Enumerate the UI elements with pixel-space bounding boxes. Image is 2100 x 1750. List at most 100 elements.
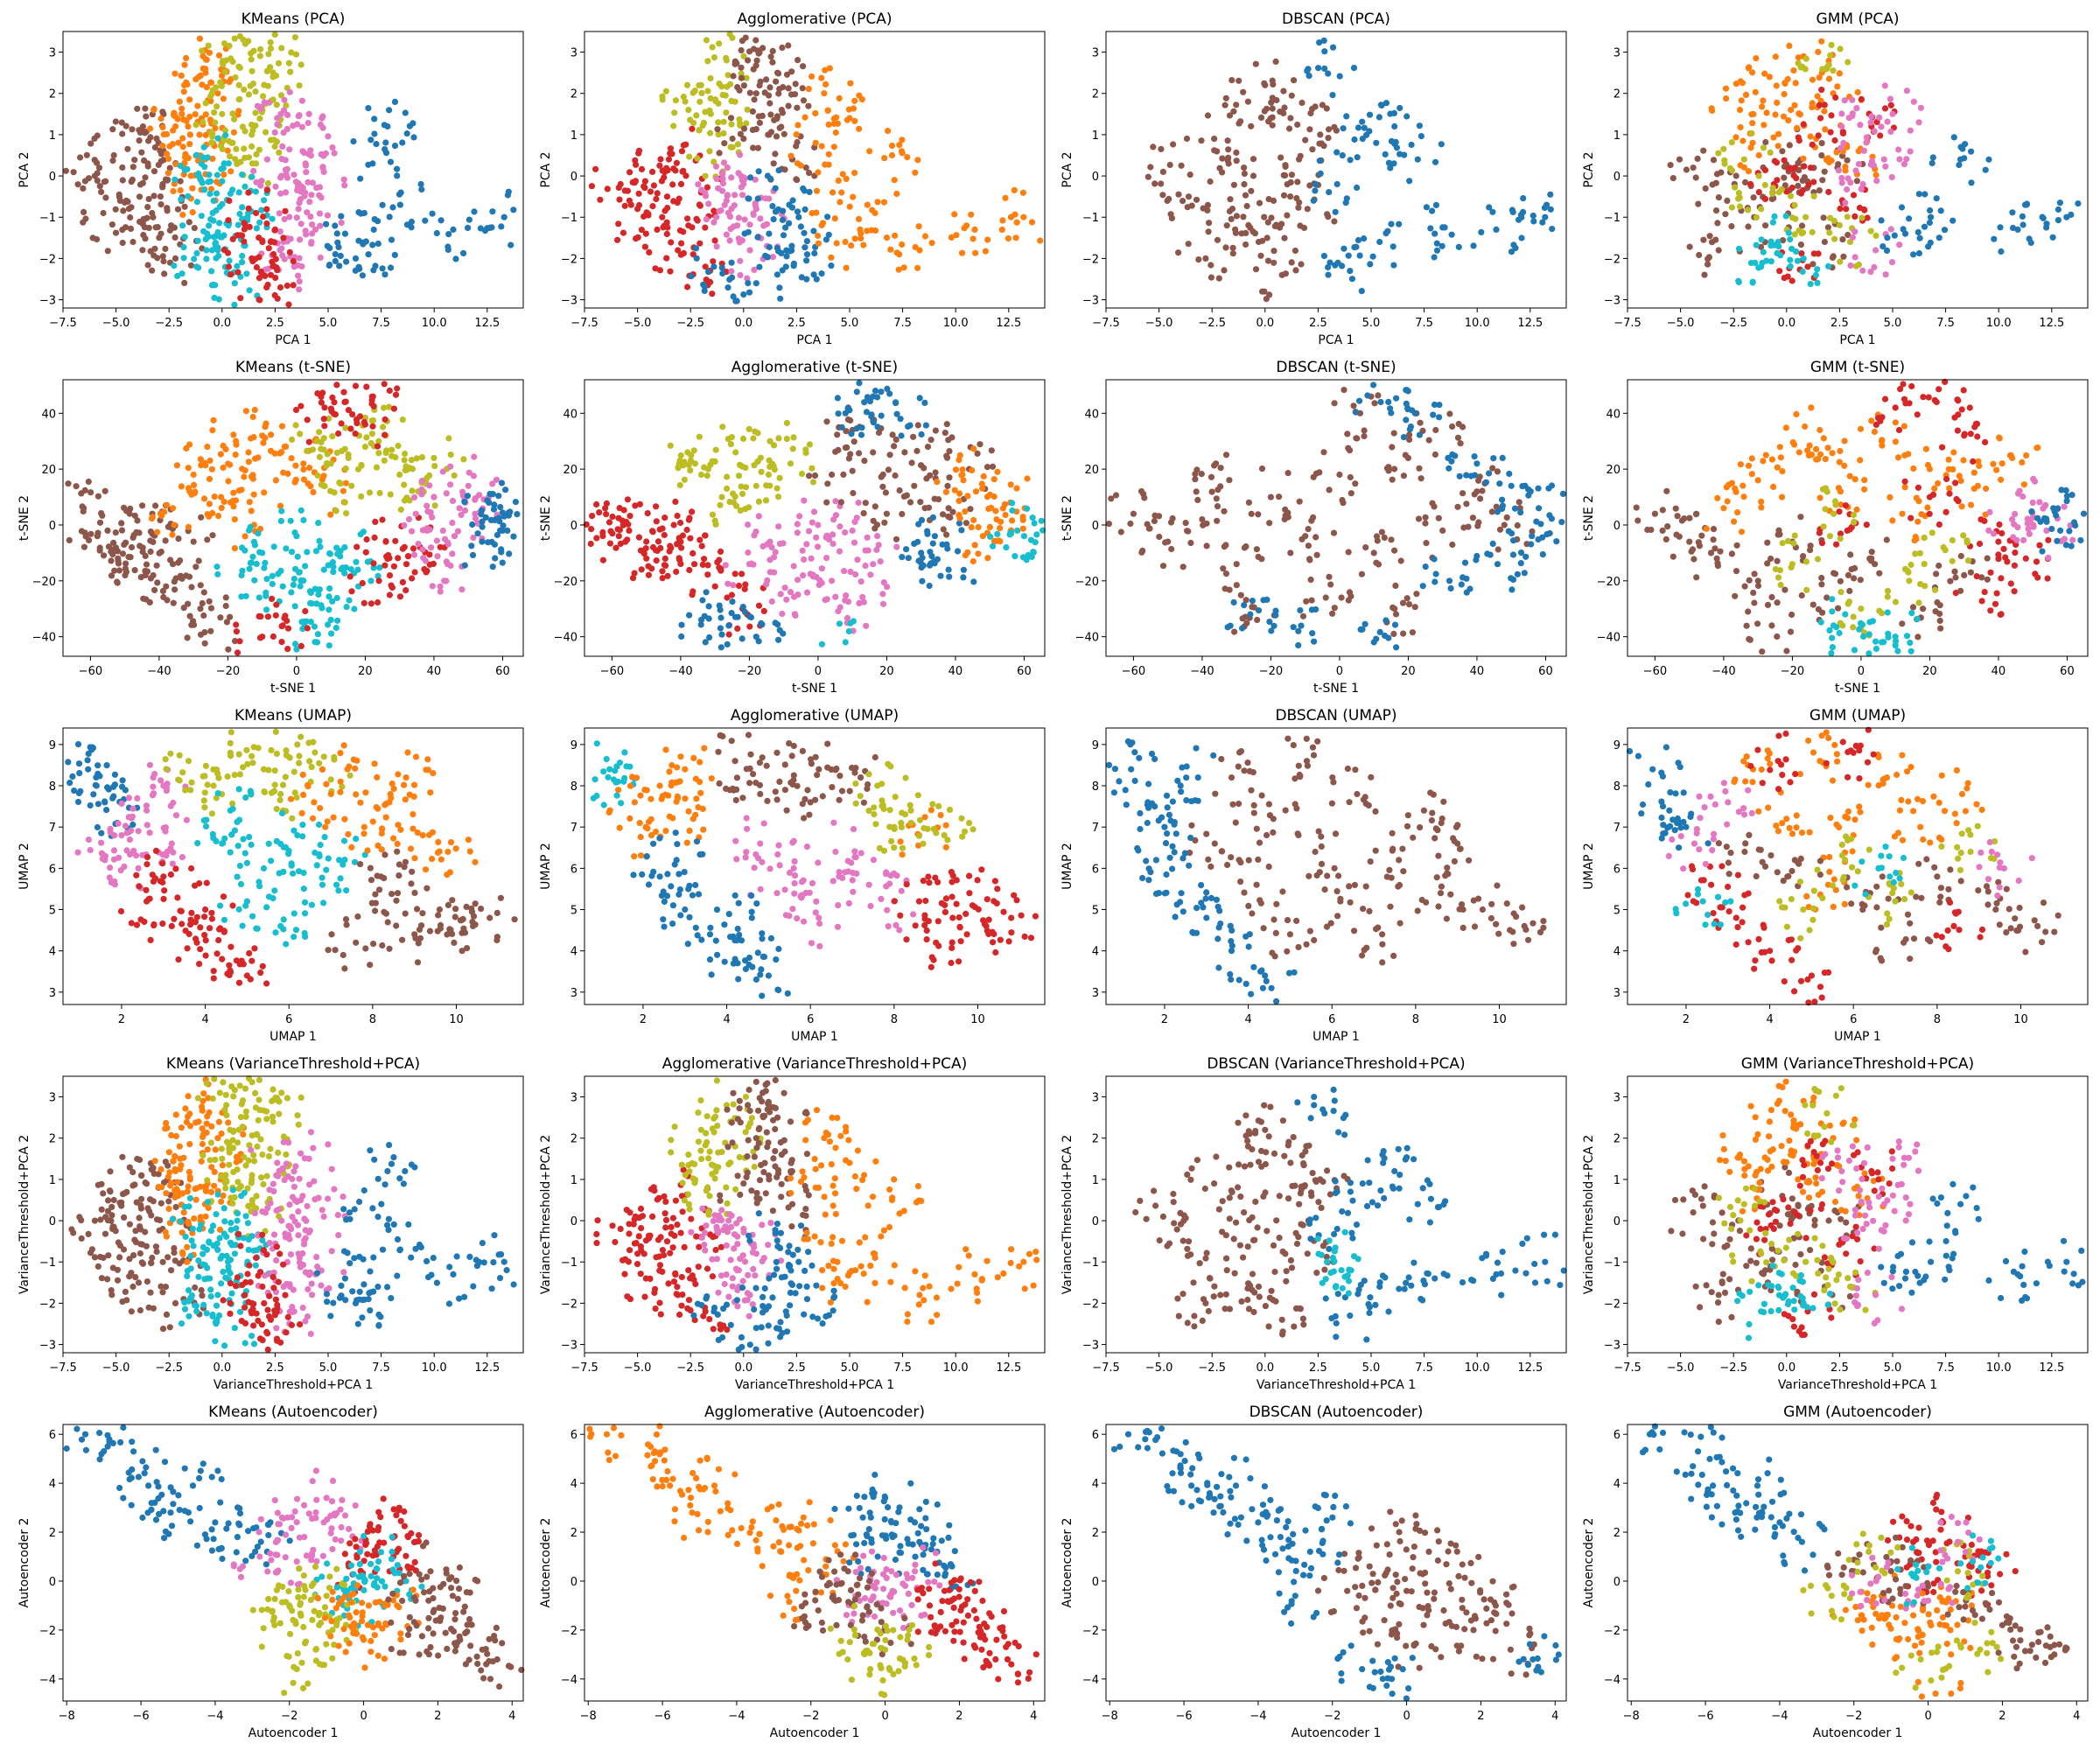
scatter-point (1276, 494, 1283, 500)
scatter-point (1387, 164, 1394, 172)
scatter-point (220, 160, 228, 167)
scatter-point (710, 219, 718, 226)
scatter-point (1460, 490, 1466, 497)
x-tick-label: −5.0 (1667, 317, 1695, 330)
scatter-point (157, 193, 164, 200)
scatter-point (1894, 648, 1901, 654)
scatter-point (280, 234, 287, 242)
y-tick-label: −20 (32, 576, 56, 589)
scatter-point (115, 560, 122, 567)
scatter-point (1230, 181, 1237, 188)
scatter-point (1463, 500, 1470, 508)
scatter-point (1511, 505, 1519, 512)
scatter-point (1330, 529, 1338, 536)
scatter-point (1213, 495, 1220, 502)
scatter-point (1908, 514, 1914, 522)
scatter-point (1821, 238, 1828, 246)
scatter-point (164, 597, 171, 604)
scatter-point (696, 536, 704, 543)
scatter-point (830, 189, 836, 196)
scatter-point (1983, 485, 1990, 493)
scatter-point (904, 154, 911, 161)
y-tick-label: −1 (1082, 212, 1099, 225)
scatter-point (209, 532, 216, 539)
scatter-point (406, 497, 413, 504)
scatter-point (1814, 93, 1821, 100)
scatter-point (874, 199, 881, 206)
scatter-point (136, 542, 144, 550)
scatter-point (402, 450, 409, 458)
scatter-point (1280, 88, 1287, 94)
scatter-point (1909, 604, 1917, 611)
scatter-point (203, 84, 210, 91)
scatter-point (200, 495, 208, 502)
scatter-point (1032, 539, 1039, 546)
scatter-point (1019, 525, 1026, 532)
scatter-point (1883, 536, 1890, 543)
scatter-point (306, 199, 313, 206)
scatter-point (1788, 277, 1796, 284)
scatter-point (801, 187, 808, 194)
scatter-point (352, 255, 360, 262)
scatter-point (1306, 126, 1313, 133)
scatter-point (762, 497, 770, 504)
scatter-point (734, 613, 741, 620)
scatter-point (1812, 271, 1819, 278)
scatter-point (847, 80, 854, 87)
x-tick-label: 60 (495, 665, 510, 678)
scatter-point (298, 507, 304, 514)
scatter-point (1954, 427, 1961, 434)
scatter-point (185, 192, 192, 200)
scatter-point (354, 466, 362, 472)
scatter-point (723, 109, 730, 116)
scatter-point (1463, 575, 1470, 582)
subplot-3: −7.5 −5.0 −2.5 0.0 2.5 5.0 7.5 10.0 12.5−3−2−101… (1060, 10, 1567, 347)
scatter-point (401, 522, 408, 529)
scatter-point (1302, 136, 1309, 144)
scatter-point (662, 207, 668, 214)
scatter-point (1908, 382, 1915, 390)
scatter-point (751, 96, 758, 103)
scatter-point (1842, 611, 1849, 618)
scatter-point (216, 220, 223, 227)
scatter-point (735, 235, 742, 242)
x-tick-label: −7.5 (570, 317, 598, 330)
scatter-point (1733, 542, 1740, 549)
scatter-point (2050, 505, 2057, 512)
scatter-point (332, 222, 339, 229)
scatter-point (1312, 181, 1320, 188)
scatter-point (1254, 616, 1261, 624)
scatter-point (624, 536, 631, 543)
scatter-point (413, 455, 420, 462)
scatter-point (142, 174, 149, 181)
scatter-point (1414, 156, 1421, 163)
scatter-point (1436, 414, 1443, 421)
scatter-point (776, 474, 783, 481)
scatter-point (469, 551, 477, 559)
x-tick-label: 0.0 (1256, 317, 1274, 330)
scatter-point (703, 589, 710, 596)
scatter-point (150, 192, 158, 200)
scatter-point (694, 155, 701, 162)
scatter-point (804, 589, 811, 596)
scatter-point (297, 583, 304, 590)
scatter-point (1432, 230, 1438, 237)
scatter-point (276, 210, 283, 217)
scatter-point (1323, 105, 1330, 112)
scatter-point (1245, 499, 1252, 506)
scatter-point (1326, 189, 1333, 196)
scatter-point (2039, 214, 2046, 220)
scatter-point (1853, 105, 1860, 112)
scatter-point (2056, 200, 2063, 206)
scatter-point (1248, 187, 1255, 194)
scatter-point (945, 505, 952, 512)
scatter-point (892, 472, 899, 480)
subplot-title: KMeans (t-SNE) (235, 359, 351, 376)
scatter-point (737, 257, 744, 264)
scatter-point (1810, 250, 1817, 257)
scatter-point (1268, 627, 1275, 634)
scatter-point (1400, 630, 1407, 637)
scatter-point (269, 215, 276, 222)
scatter-point (174, 206, 182, 213)
